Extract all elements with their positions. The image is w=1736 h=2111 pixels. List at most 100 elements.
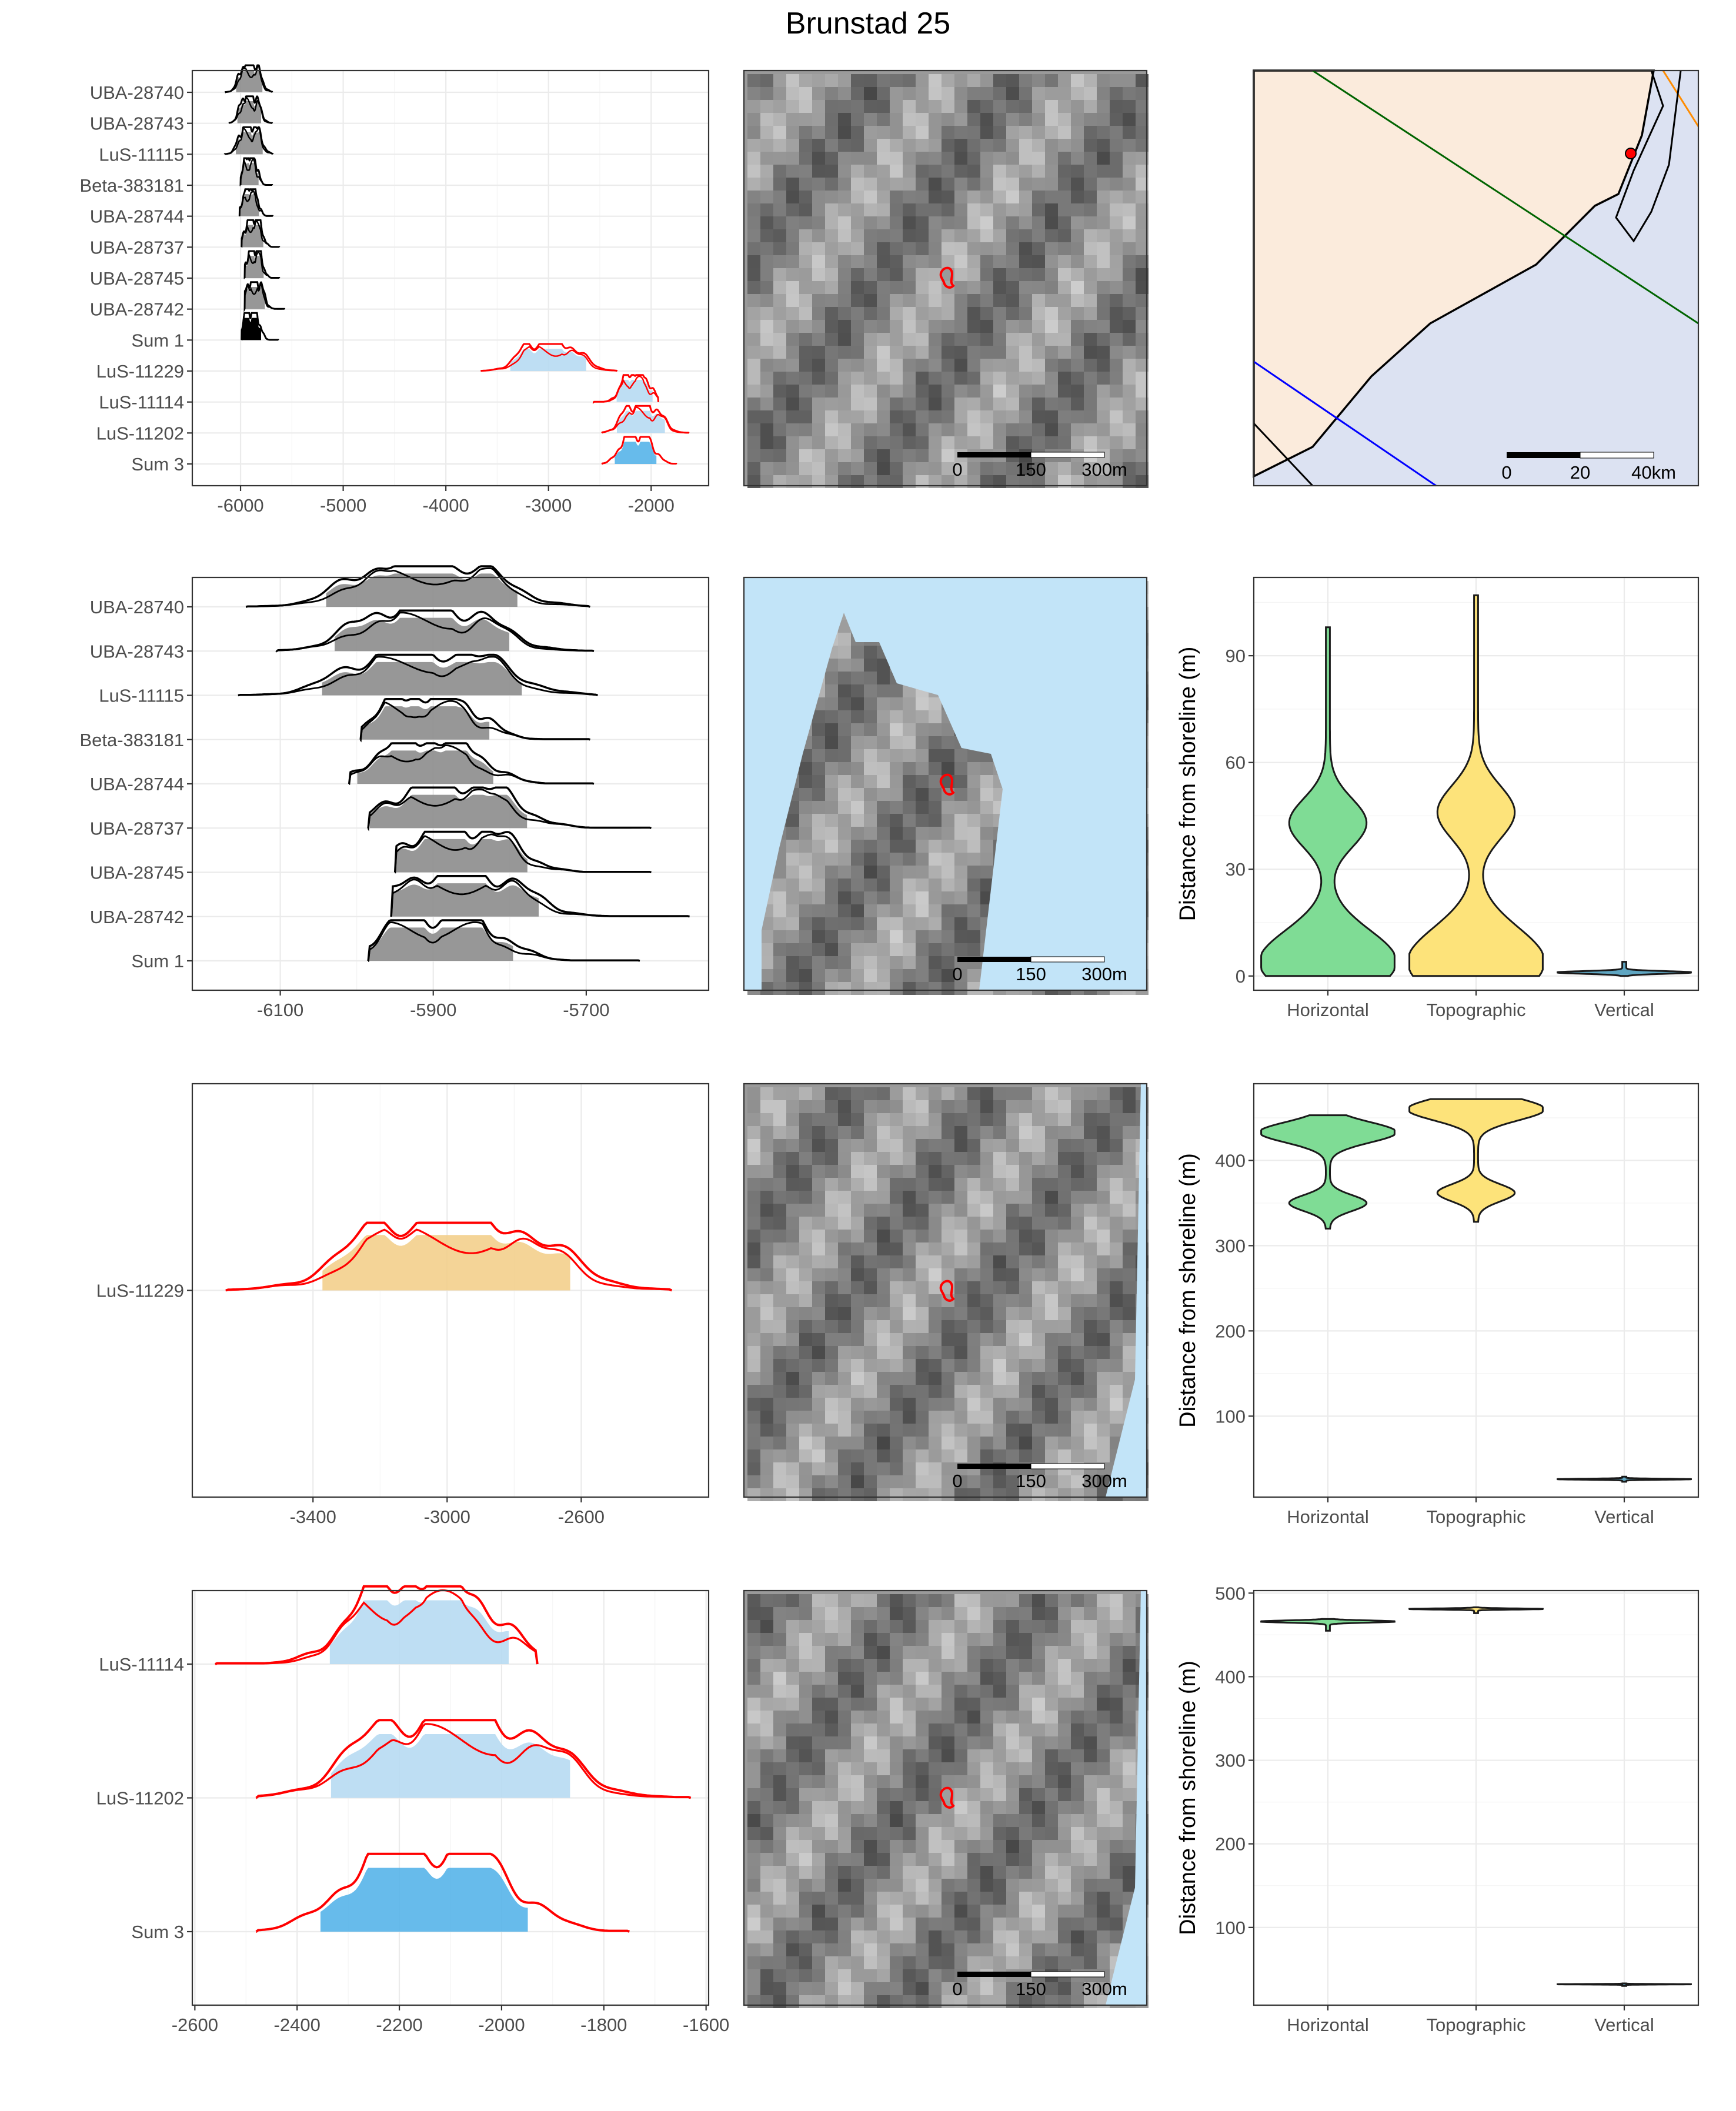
- terrain-cell: [980, 1646, 993, 1659]
- terrain-cell: [799, 1191, 812, 1204]
- terrain-cell: [954, 1853, 967, 1866]
- terrain-cell: [993, 1488, 1006, 1501]
- terrain-cell: [929, 1698, 942, 1711]
- terrain-cell: [890, 165, 903, 178]
- terrain-cell: [1045, 216, 1058, 229]
- scalebar-white: [1030, 1971, 1105, 1978]
- terrain-cell: [760, 982, 773, 995]
- terrain-cell: [825, 1930, 838, 1943]
- terrain-cell: [1032, 359, 1045, 372]
- terrain-cell: [825, 346, 838, 359]
- terrain-cell: [1084, 1424, 1097, 1437]
- terrain-cell: [773, 307, 786, 320]
- terrain-cell: [1032, 1281, 1045, 1294]
- terrain-cell: [825, 1411, 838, 1424]
- terrain-cell: [890, 1255, 903, 1268]
- terrain-cell: [916, 281, 929, 294]
- terrain-cell: [1071, 1449, 1084, 1462]
- terrain-cell: [929, 1139, 942, 1152]
- terrain-cell: [877, 1672, 890, 1685]
- terrain-cell: [954, 930, 967, 943]
- density-fill-UBA-28742: [245, 286, 265, 309]
- terrain-cell: [825, 1711, 838, 1723]
- terrain-cell: [747, 1905, 760, 1918]
- terrain-cell: [838, 1814, 851, 1827]
- terrain-cell: [954, 1139, 967, 1152]
- terrain-cell: [786, 1814, 799, 1827]
- terrain-cell: [1097, 229, 1110, 242]
- terrain-cell: [773, 1943, 786, 1956]
- terrain-cell: [1045, 410, 1058, 423]
- terrain-cell: [1032, 126, 1045, 139]
- terrain-cell: [877, 1788, 890, 1801]
- terrain-cell: [980, 1294, 993, 1307]
- terrain-cell: [812, 436, 825, 449]
- terrain-cell: [980, 1475, 993, 1488]
- terrain-cell: [1019, 74, 1032, 87]
- terrain-cell: [1032, 1866, 1045, 1879]
- terrain-cell: [851, 1424, 864, 1437]
- terrain-cell: [954, 801, 967, 814]
- terrain-cell: [1071, 1475, 1084, 1488]
- terrain-cell: [1084, 1659, 1097, 1672]
- terrain-cell: [993, 1126, 1006, 1139]
- terrain-cell: [942, 1866, 954, 1879]
- terrain-cell: [890, 74, 903, 87]
- terrain-cell: [1123, 87, 1136, 100]
- terrain-cell: [967, 281, 980, 294]
- terrain-cell: [1058, 191, 1071, 203]
- terrain-cell: [838, 1775, 851, 1788]
- terrain-cell: [903, 1346, 916, 1359]
- terrain-cell: [786, 956, 799, 969]
- terrain-cell: [1019, 1230, 1032, 1242]
- terrain-cell: [993, 100, 1006, 113]
- terrain-cell: [773, 1853, 786, 1866]
- terrain-cell: [851, 333, 864, 346]
- terrain-cell: [851, 1969, 864, 1982]
- terrain-cell: [1110, 462, 1123, 475]
- terrain-cell: [760, 410, 773, 423]
- terrain-cell: [773, 1424, 786, 1437]
- panel-border: [191, 1083, 710, 1498]
- terrain-cell: [980, 74, 993, 87]
- terrain-cell: [799, 449, 812, 462]
- terrain-cell: [1071, 1242, 1084, 1255]
- terrain-cell: [864, 1853, 877, 1866]
- terrain-cell: [942, 1087, 954, 1100]
- terrain-cell: [903, 969, 916, 982]
- terrain-cell: [760, 1698, 773, 1711]
- density-line-alt-LuS-11229: [225, 1228, 672, 1292]
- terrain-cell: [825, 1866, 838, 1879]
- terrain-cell: [851, 294, 864, 307]
- terrain-cell: [1097, 1749, 1110, 1762]
- terrain-cell: [877, 1827, 890, 1840]
- terrain-cell: [980, 1801, 993, 1814]
- terrain-cell: [760, 1892, 773, 1905]
- terrain-cell: [838, 320, 851, 333]
- terrain-cell: [825, 801, 838, 814]
- terrain-cell: [877, 1723, 890, 1736]
- terrain-cell: [967, 436, 980, 449]
- terrain-cell: [1045, 1333, 1058, 1346]
- terrain-cell: [812, 255, 825, 268]
- terrain-cell: [747, 1879, 760, 1892]
- terrain-cell: [967, 1346, 980, 1359]
- scalebar-label: 150: [1016, 1471, 1046, 1491]
- terrain-cell: [942, 320, 954, 333]
- terrain-cell: [903, 1294, 916, 1307]
- terrain-cell: [993, 1659, 1006, 1672]
- terrain-cell: [980, 1307, 993, 1320]
- terrain-cell: [1019, 1359, 1032, 1372]
- terrain-cell: [1032, 1165, 1045, 1178]
- terrain-cell: [773, 1449, 786, 1462]
- terrain-cell: [1097, 1307, 1110, 1320]
- terrain-cell: [825, 1969, 838, 1982]
- terrain-cell: [786, 165, 799, 178]
- terrain-cell: [851, 1475, 864, 1488]
- terrain-cell: [890, 1139, 903, 1152]
- terrain-cell: [799, 1814, 812, 1827]
- terrain-cell: [760, 74, 773, 87]
- terrain-cell: [851, 346, 864, 359]
- terrain-cell: [1058, 1982, 1071, 1995]
- terrain-cell: [942, 917, 954, 930]
